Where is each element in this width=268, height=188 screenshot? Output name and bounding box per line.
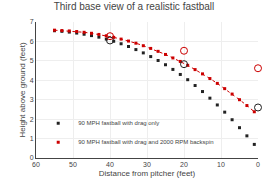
- svg-text:Height above ground (feet): Height above ground (feet): [18, 42, 27, 138]
- svg-text:20: 20: [180, 161, 188, 168]
- svg-text:4: 4: [30, 77, 34, 84]
- svg-text:Third base view of a realistic: Third base view of a realistic fastball: [54, 1, 215, 12]
- svg-text:7: 7: [30, 18, 34, 25]
- svg-text:90 MPH fastball with drag and: 90 MPH fastball with drag and 2000 RPM b…: [78, 139, 213, 145]
- svg-text:1: 1: [30, 135, 34, 142]
- svg-text:10: 10: [217, 161, 225, 168]
- svg-text:0: 0: [30, 154, 34, 161]
- svg-text:60: 60: [32, 161, 40, 168]
- svg-text:3: 3: [30, 96, 34, 103]
- svg-text:90 MPH fastball with drag only: 90 MPH fastball with drag only: [78, 120, 159, 126]
- svg-text:30: 30: [143, 161, 151, 168]
- svg-text:2: 2: [30, 116, 34, 123]
- svg-text:50: 50: [69, 161, 77, 168]
- svg-text:0: 0: [256, 161, 260, 168]
- svg-text:Distance from pitcher (feet): Distance from pitcher (feet): [99, 169, 196, 178]
- svg-text:5: 5: [30, 57, 34, 64]
- svg-text:6: 6: [30, 38, 34, 45]
- svg-text:40: 40: [106, 161, 114, 168]
